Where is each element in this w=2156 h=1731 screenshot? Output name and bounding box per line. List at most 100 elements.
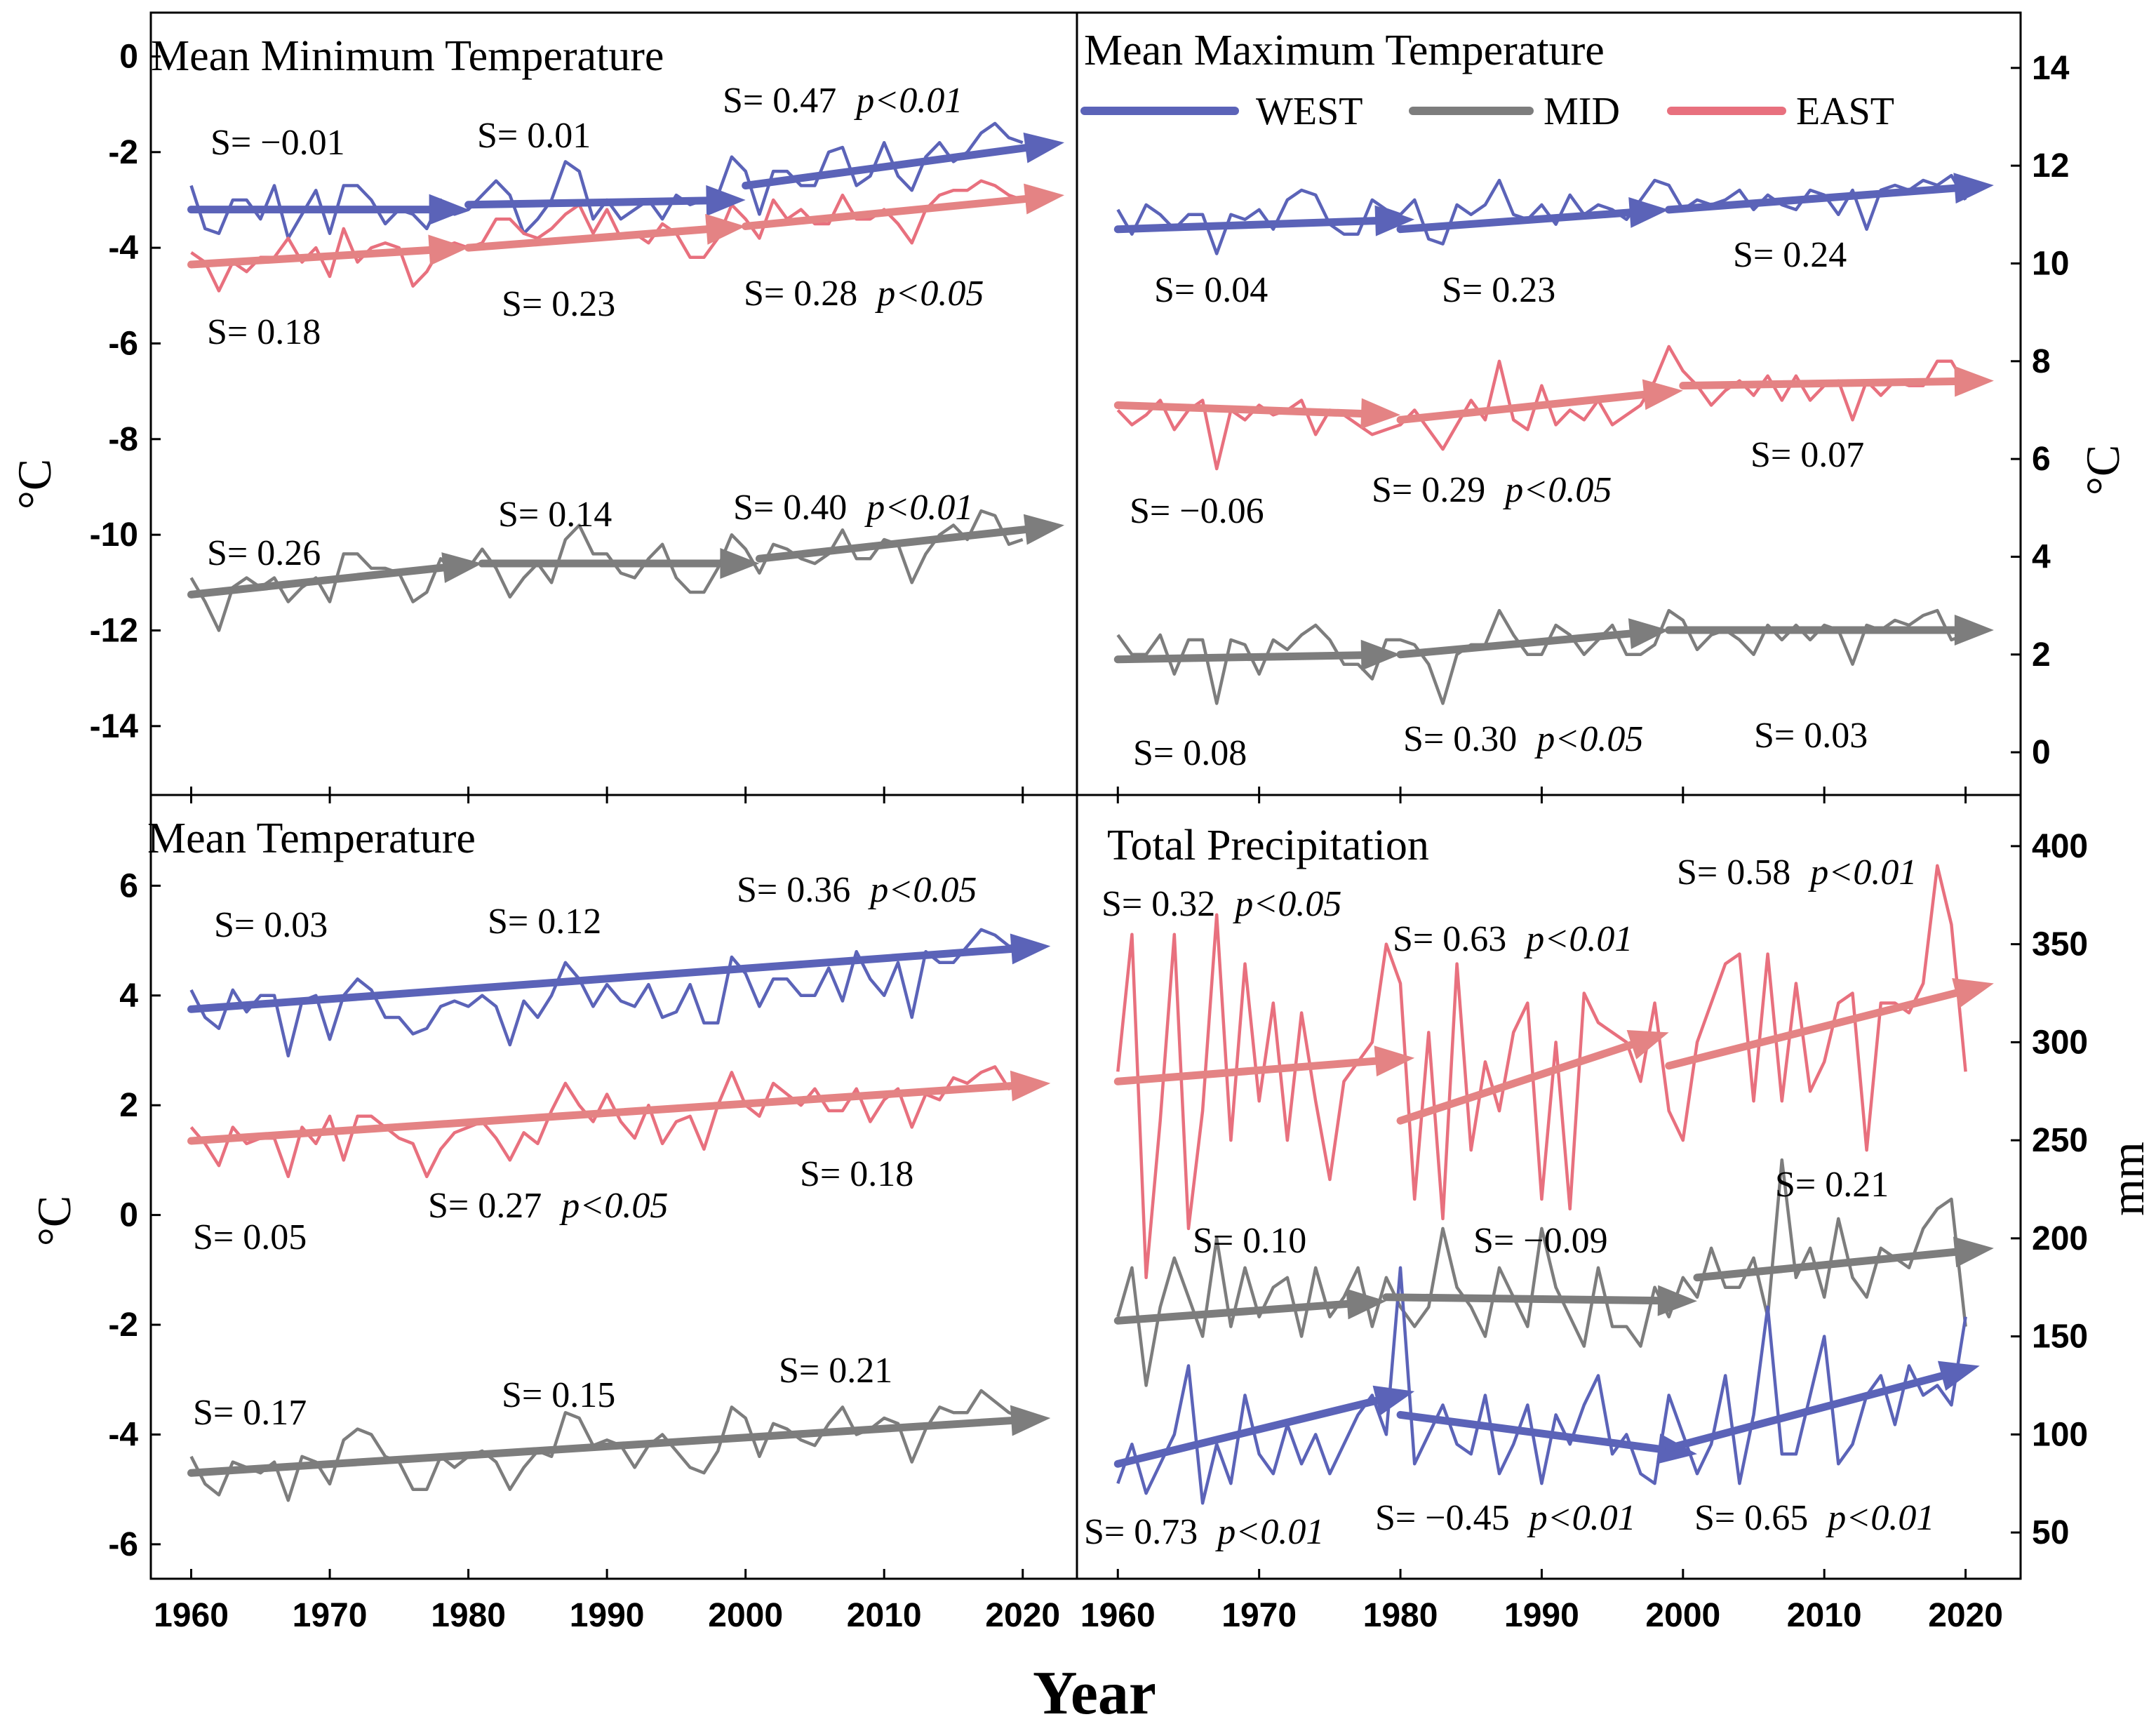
annotation-tmean: S= 0.15: [502, 1375, 615, 1415]
xtick-label-tmean: 1990: [570, 1597, 645, 1634]
ytick-label-prcp: 100: [2032, 1416, 2088, 1453]
trend-line-prcp-mid-1: [1382, 1293, 1662, 1305]
trend-arrowhead-tmax-east-0: [1360, 398, 1401, 429]
trend-line-prcp-east-0: [1113, 1057, 1379, 1085]
annotation-tmax: S= 0.30 p<0.05: [1403, 719, 1643, 759]
trend-line-tmax-west-2: [1665, 184, 1959, 214]
trend-line-tmean-west-0: [187, 944, 1015, 1013]
xtick-label-prcp: 1960: [1080, 1597, 1156, 1634]
xtick-label-tmean: 1970: [293, 1597, 368, 1634]
trend-arrowhead-tmax-mid-2: [1954, 614, 1994, 646]
ytick-label-tmean: -4: [108, 1416, 138, 1453]
ytick-label-prcp: 400: [2032, 828, 2088, 865]
series-line-prcp-east: [1116, 864, 1967, 1280]
annotation-tmean: S= 0.12: [488, 902, 601, 942]
trend-arrowhead-tmin-east-2: [1024, 183, 1064, 215]
series-line-tmean-west: [189, 928, 1023, 1058]
annotation-tmax: S= 0.04: [1154, 270, 1268, 310]
ytick-label-tmean: 0: [119, 1197, 138, 1234]
xtick-label-tmean: 1960: [154, 1597, 229, 1634]
annotation-tmean: S= 0.03: [214, 905, 328, 945]
ytick-label-tmean: -2: [108, 1306, 138, 1344]
trend-arrowhead-tmin-mid-1: [720, 548, 760, 580]
trend-line-tmax-west-0: [1113, 217, 1379, 234]
xtick-label-tmean: 2000: [708, 1597, 783, 1634]
ytick-label-tmin: -14: [90, 708, 139, 745]
annotation-prcp: S= −0.45 p<0.01: [1375, 1498, 1636, 1538]
annotation-tmean: S= 0.05: [193, 1217, 307, 1257]
trend-arrowhead-tmax-mid-0: [1360, 639, 1401, 671]
trend-arrowhead-tmin-west-1: [706, 185, 746, 216]
ytick-label-tmax: 6: [2032, 441, 2051, 478]
annotation-tmin: S= 0.40 p<0.01: [733, 488, 973, 528]
series-line-tmax-mid: [1116, 608, 1967, 705]
trend-line-tmax-east-1: [1396, 390, 1648, 424]
xtick-label-prcp: 2020: [1928, 1597, 2003, 1634]
legend-west-label: WEST: [1256, 90, 1362, 133]
series-line-prcp-mid: [1116, 1158, 1967, 1387]
trend-line-tmax-east-0: [1113, 401, 1365, 417]
ytick-label-prcp: 250: [2032, 1122, 2088, 1159]
annotation-tmean: S= 0.36 p<0.05: [737, 870, 977, 910]
trend-arrowhead-prcp-east-1: [1626, 1029, 1669, 1060]
annotation-tmean: S= 0.27 p<0.05: [428, 1186, 668, 1226]
panel-tmin: Mean Minimum Temperature 0 -2 -4 -6 -8 -10 -12 -…: [90, 32, 1064, 795]
trend-line-prcp-west-0: [1113, 1396, 1381, 1468]
ytick-label-tmax: 10: [2032, 245, 2069, 282]
trend-line-prcp-west-1: [1396, 1410, 1662, 1453]
xtick-label-tmean: 2010: [847, 1597, 922, 1634]
xtick-label-prcp: 1990: [1504, 1597, 1579, 1634]
trend-arrowhead-tmin-mid-0: [441, 552, 483, 583]
ytick-label-tmin: -8: [108, 421, 138, 458]
annotation-tmax: S= 0.08: [1133, 733, 1247, 773]
annotation-prcp: S= 0.65 p<0.01: [1694, 1498, 1934, 1538]
annotation-prcp: S= −0.09: [1473, 1221, 1608, 1261]
ytick-label-tmean: 4: [119, 977, 138, 1015]
xtick-label-tmean: 1980: [431, 1597, 506, 1634]
legend: WEST MID EAST: [1080, 90, 1894, 133]
trend-arrowhead-tmin-mid-2: [1023, 514, 1064, 545]
trend-line-prcp-east-1: [1396, 1041, 1635, 1125]
ylabel-tmean: °C: [27, 1196, 81, 1247]
ytick-label-prcp: 350: [2032, 926, 2088, 963]
series-line-tmean-mid: [189, 1389, 1024, 1502]
ytick-label-tmean: 6: [119, 867, 138, 904]
panel-tmax: Mean Maximum Temperature 14 12 10 8 6 4 2 0 S= 0.…: [1084, 27, 2070, 795]
ylabel-tmax: °C: [2076, 445, 2129, 496]
ytick-label-prcp: 50: [2032, 1514, 2069, 1551]
trend-arrowhead-tmin-east-0: [428, 234, 469, 266]
series-line-tmin-mid: [189, 509, 1024, 632]
trend-line-tmin-west-2: [742, 144, 1030, 190]
ylabel-tmin: °C: [8, 459, 61, 510]
ytick-label-tmin: -4: [108, 229, 138, 267]
trend-line-prcp-mid-2: [1693, 1248, 1959, 1282]
ytick-label-prcp: 300: [2032, 1024, 2088, 1061]
trend-line-prcp-west-2: [1665, 1372, 1946, 1452]
trend-arrowhead-tmax-west-2: [1953, 173, 1994, 204]
trend-line-prcp-mid-0: [1113, 1299, 1351, 1325]
trend-arrowhead-tmin-west-0: [429, 194, 469, 225]
trend-line-tmin-mid-2: [755, 526, 1029, 563]
ytick-label-prcp: 200: [2032, 1220, 2088, 1257]
trend-arrowhead-prcp-west-2: [1937, 1361, 1980, 1391]
ytick-label-tmax: 12: [2032, 147, 2069, 185]
trend-arrowhead-tmean-east-0: [1010, 1070, 1051, 1102]
annotation-tmin: S= 0.26: [207, 533, 321, 573]
trend-line-tmax-mid-1: [1396, 629, 1634, 659]
annotation-tmax: S= 0.03: [1754, 716, 1868, 756]
annotation-tmax: S= 0.29 p<0.05: [1372, 470, 1612, 510]
ytick-label-tmax: 0: [2032, 734, 2051, 771]
ytick-label-tmax: 14: [2032, 50, 2070, 87]
trend-line-tmean-east-0: [187, 1082, 1015, 1145]
annotation-tmin: S= 0.28 p<0.05: [744, 274, 984, 314]
panel-title-tmin: Mean Minimum Temperature: [151, 32, 664, 80]
xtick-label-prcp: 1980: [1363, 1597, 1438, 1634]
xtick-label-prcp: 1970: [1221, 1597, 1297, 1634]
ytick-label-tmin: -12: [90, 612, 138, 649]
annotation-tmean: S= 0.18: [800, 1154, 913, 1194]
trend-arrowhead-prcp-west-0: [1372, 1385, 1415, 1416]
ytick-label-prcp: 150: [2032, 1318, 2088, 1356]
trend-line-tmin-east-2: [742, 195, 1029, 230]
trend-line-tmin-east-0: [187, 246, 434, 269]
annotation-tmax: S= 0.07: [1750, 435, 1864, 475]
